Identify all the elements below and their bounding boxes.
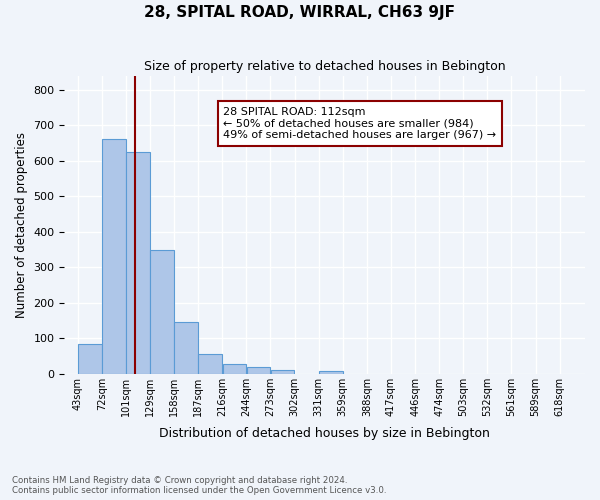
Bar [102,140,125,374]
Bar [199,354,222,374]
Title: Size of property relative to detached houses in Bebington: Size of property relative to detached ho… [144,60,506,73]
X-axis label: Distribution of detached houses by size in Bebington: Distribution of detached houses by size … [159,427,490,440]
Bar [271,370,295,374]
Bar [126,152,150,374]
Bar [150,250,174,374]
Bar [78,344,101,374]
Y-axis label: Number of detached properties: Number of detached properties [15,132,28,318]
Text: 28 SPITAL ROAD: 112sqm
← 50% of detached houses are smaller (984)
49% of semi-de: 28 SPITAL ROAD: 112sqm ← 50% of detached… [223,107,496,140]
Bar [175,322,198,374]
Bar [223,364,246,374]
Text: Contains HM Land Registry data © Crown copyright and database right 2024.
Contai: Contains HM Land Registry data © Crown c… [12,476,386,495]
Bar [247,368,270,374]
Text: 28, SPITAL ROAD, WIRRAL, CH63 9JF: 28, SPITAL ROAD, WIRRAL, CH63 9JF [145,5,455,20]
Bar [319,372,343,374]
